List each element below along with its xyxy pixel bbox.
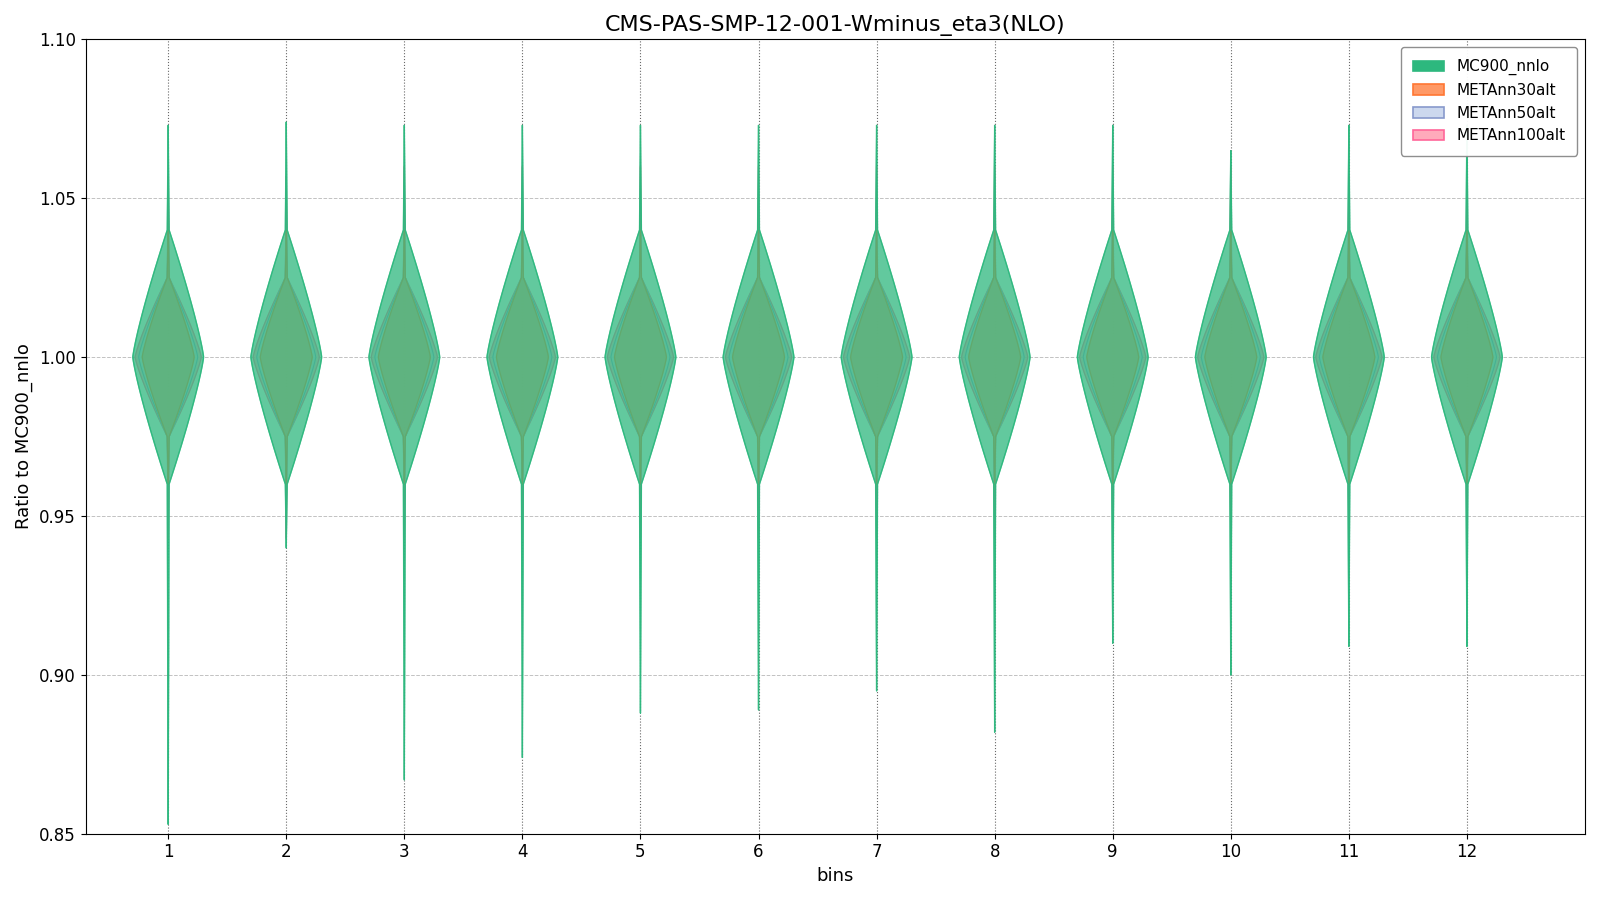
Polygon shape xyxy=(723,125,794,710)
Polygon shape xyxy=(1195,150,1266,675)
Polygon shape xyxy=(1437,230,1496,484)
Polygon shape xyxy=(378,230,430,484)
Polygon shape xyxy=(962,166,1027,538)
Polygon shape xyxy=(133,125,203,824)
Polygon shape xyxy=(486,125,558,758)
Polygon shape xyxy=(733,230,784,484)
Polygon shape xyxy=(1320,230,1378,484)
Polygon shape xyxy=(611,230,670,484)
Polygon shape xyxy=(139,230,198,484)
Title: CMS-PAS-SMP-12-001-Wminus_eta3(NLO): CMS-PAS-SMP-12-001-Wminus_eta3(NLO) xyxy=(605,15,1066,36)
Polygon shape xyxy=(1434,183,1499,538)
Polygon shape xyxy=(256,230,315,484)
Polygon shape xyxy=(1205,230,1256,484)
Polygon shape xyxy=(730,230,787,484)
Polygon shape xyxy=(846,230,906,484)
Polygon shape xyxy=(370,125,440,779)
Polygon shape xyxy=(1315,176,1382,538)
Polygon shape xyxy=(142,230,194,484)
Polygon shape xyxy=(608,166,674,538)
Polygon shape xyxy=(851,230,902,484)
Polygon shape xyxy=(843,166,909,538)
Polygon shape xyxy=(960,125,1030,732)
Polygon shape xyxy=(490,166,555,538)
Polygon shape xyxy=(374,230,434,484)
Polygon shape xyxy=(614,230,666,484)
Polygon shape xyxy=(965,230,1024,484)
Y-axis label: Ratio to MC900_nnlo: Ratio to MC900_nnlo xyxy=(14,344,34,529)
Polygon shape xyxy=(1442,230,1493,484)
Polygon shape xyxy=(253,176,320,538)
Polygon shape xyxy=(842,125,912,690)
Polygon shape xyxy=(496,230,549,484)
Polygon shape xyxy=(1198,166,1264,538)
Polygon shape xyxy=(1323,230,1374,484)
Polygon shape xyxy=(493,230,552,484)
Polygon shape xyxy=(1077,125,1149,644)
Polygon shape xyxy=(1083,230,1142,484)
Polygon shape xyxy=(968,230,1021,484)
X-axis label: bins: bins xyxy=(816,867,854,885)
Polygon shape xyxy=(725,166,792,538)
Polygon shape xyxy=(251,122,322,548)
Polygon shape xyxy=(1432,125,1502,646)
Polygon shape xyxy=(134,176,202,538)
Polygon shape xyxy=(371,166,437,538)
Polygon shape xyxy=(261,230,312,484)
Polygon shape xyxy=(1202,230,1261,484)
Polygon shape xyxy=(1086,230,1139,484)
Legend: MC900_nnlo, METAnn30alt, METAnn50alt, METAnn100alt: MC900_nnlo, METAnn30alt, METAnn50alt, ME… xyxy=(1402,47,1578,156)
Polygon shape xyxy=(1314,125,1384,646)
Polygon shape xyxy=(1080,166,1146,538)
Polygon shape xyxy=(605,125,675,713)
